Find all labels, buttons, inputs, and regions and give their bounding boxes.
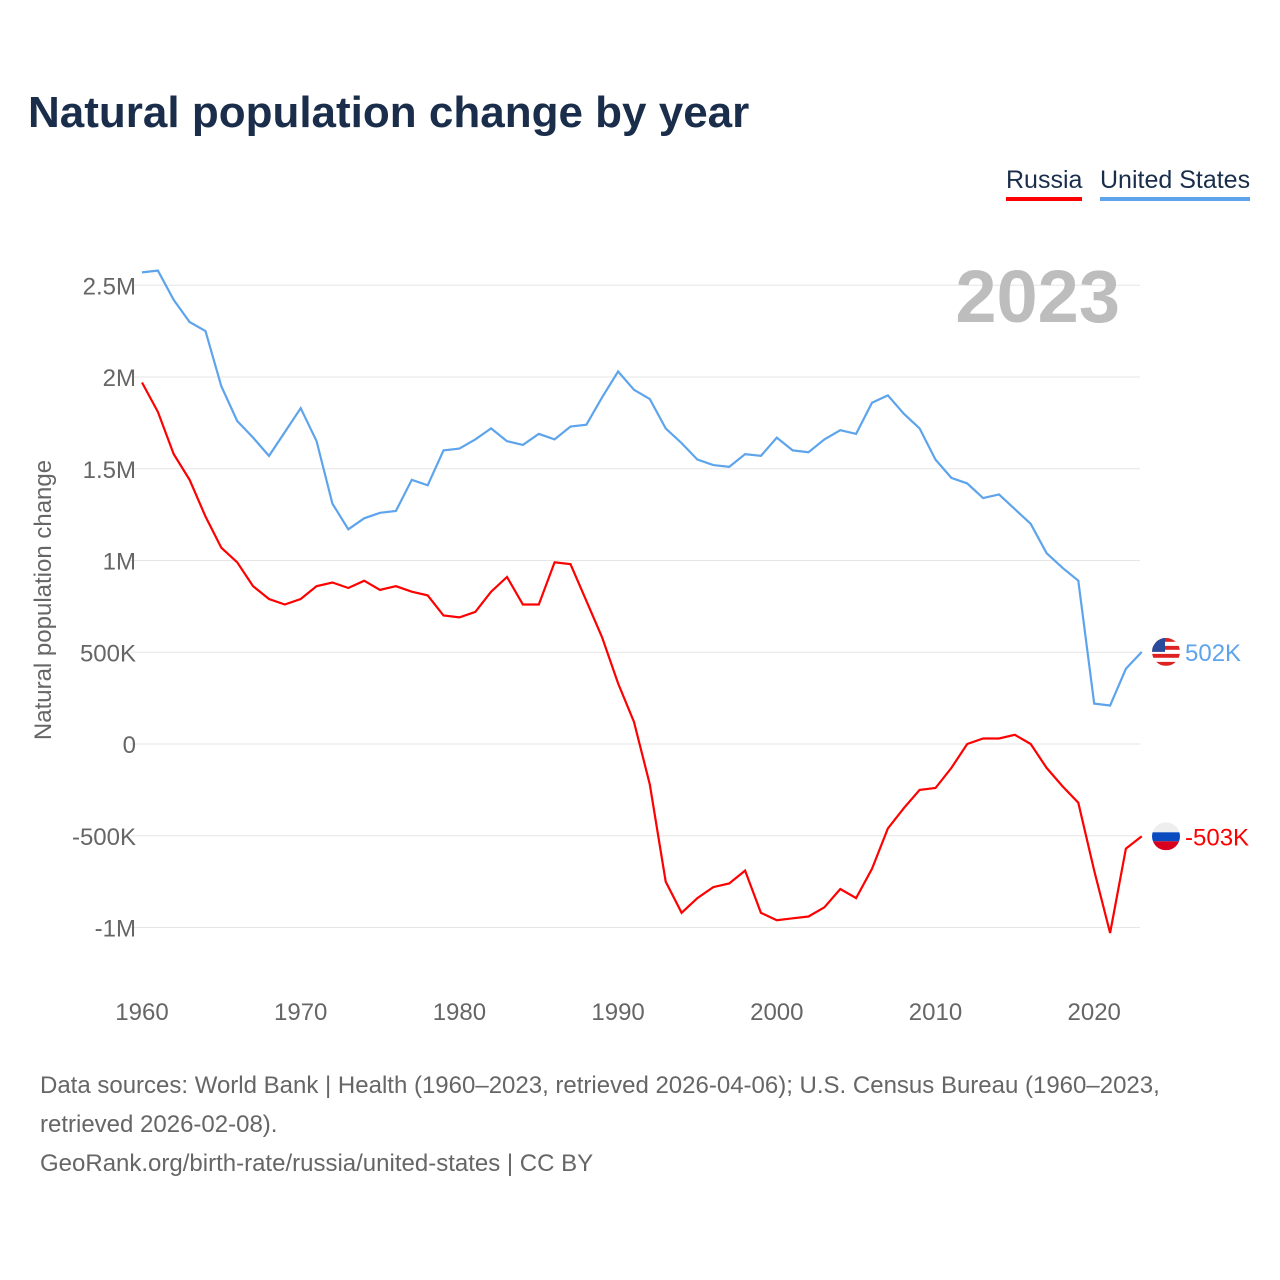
y-tick-label: 1M [103,549,136,576]
x-tick-label: 2020 [1068,999,1121,1026]
end-value-label: 502K [1185,640,1241,667]
line-chart: 2.5M 2M 1.5M 1M 500K 0 -500K -1M 1960 1970 1980 199… [30,255,1249,1026]
y-tick-label: 0 [123,732,136,759]
legend-united-states[interactable]: United States [1100,166,1251,201]
series-line-russia [141,381,1143,934]
y-tick-label: -500K [72,824,136,851]
page-title: Natural population change by year [28,88,750,137]
x-tick-label: 1960 [115,999,168,1026]
x-tick-label: 2000 [750,999,803,1026]
y-tick-label: 1.5M [83,457,136,484]
y-tick-label: -1M [95,916,136,943]
series-line-united-states [141,269,1143,707]
x-tick-label: 1990 [591,999,644,1026]
end-value-label: -503K [1185,824,1249,851]
us-flag-icon [1152,637,1180,666]
year-label: 2023 [955,255,1120,338]
x-tick-label: 1970 [274,999,327,1026]
source-note: Data sources: World Bank | Health (1960–… [40,1066,1250,1183]
y-tick-label: 2.5M [83,273,136,300]
y-tick-label: 500K [80,640,136,667]
y-axis-label: Natural population change [30,460,57,740]
source-line: Data sources: World Bank | Health (1960–… [40,1072,1160,1138]
legend-russia[interactable]: Russia [1006,166,1083,201]
source-link[interactable]: GeoRank.org/birth-rate/russia/united-sta… [40,1150,594,1177]
x-tick-label: 1980 [433,999,486,1026]
y-tick-label: 2M [103,365,136,392]
x-tick-label: 2010 [909,999,962,1026]
russia-flag-icon [1152,822,1180,851]
